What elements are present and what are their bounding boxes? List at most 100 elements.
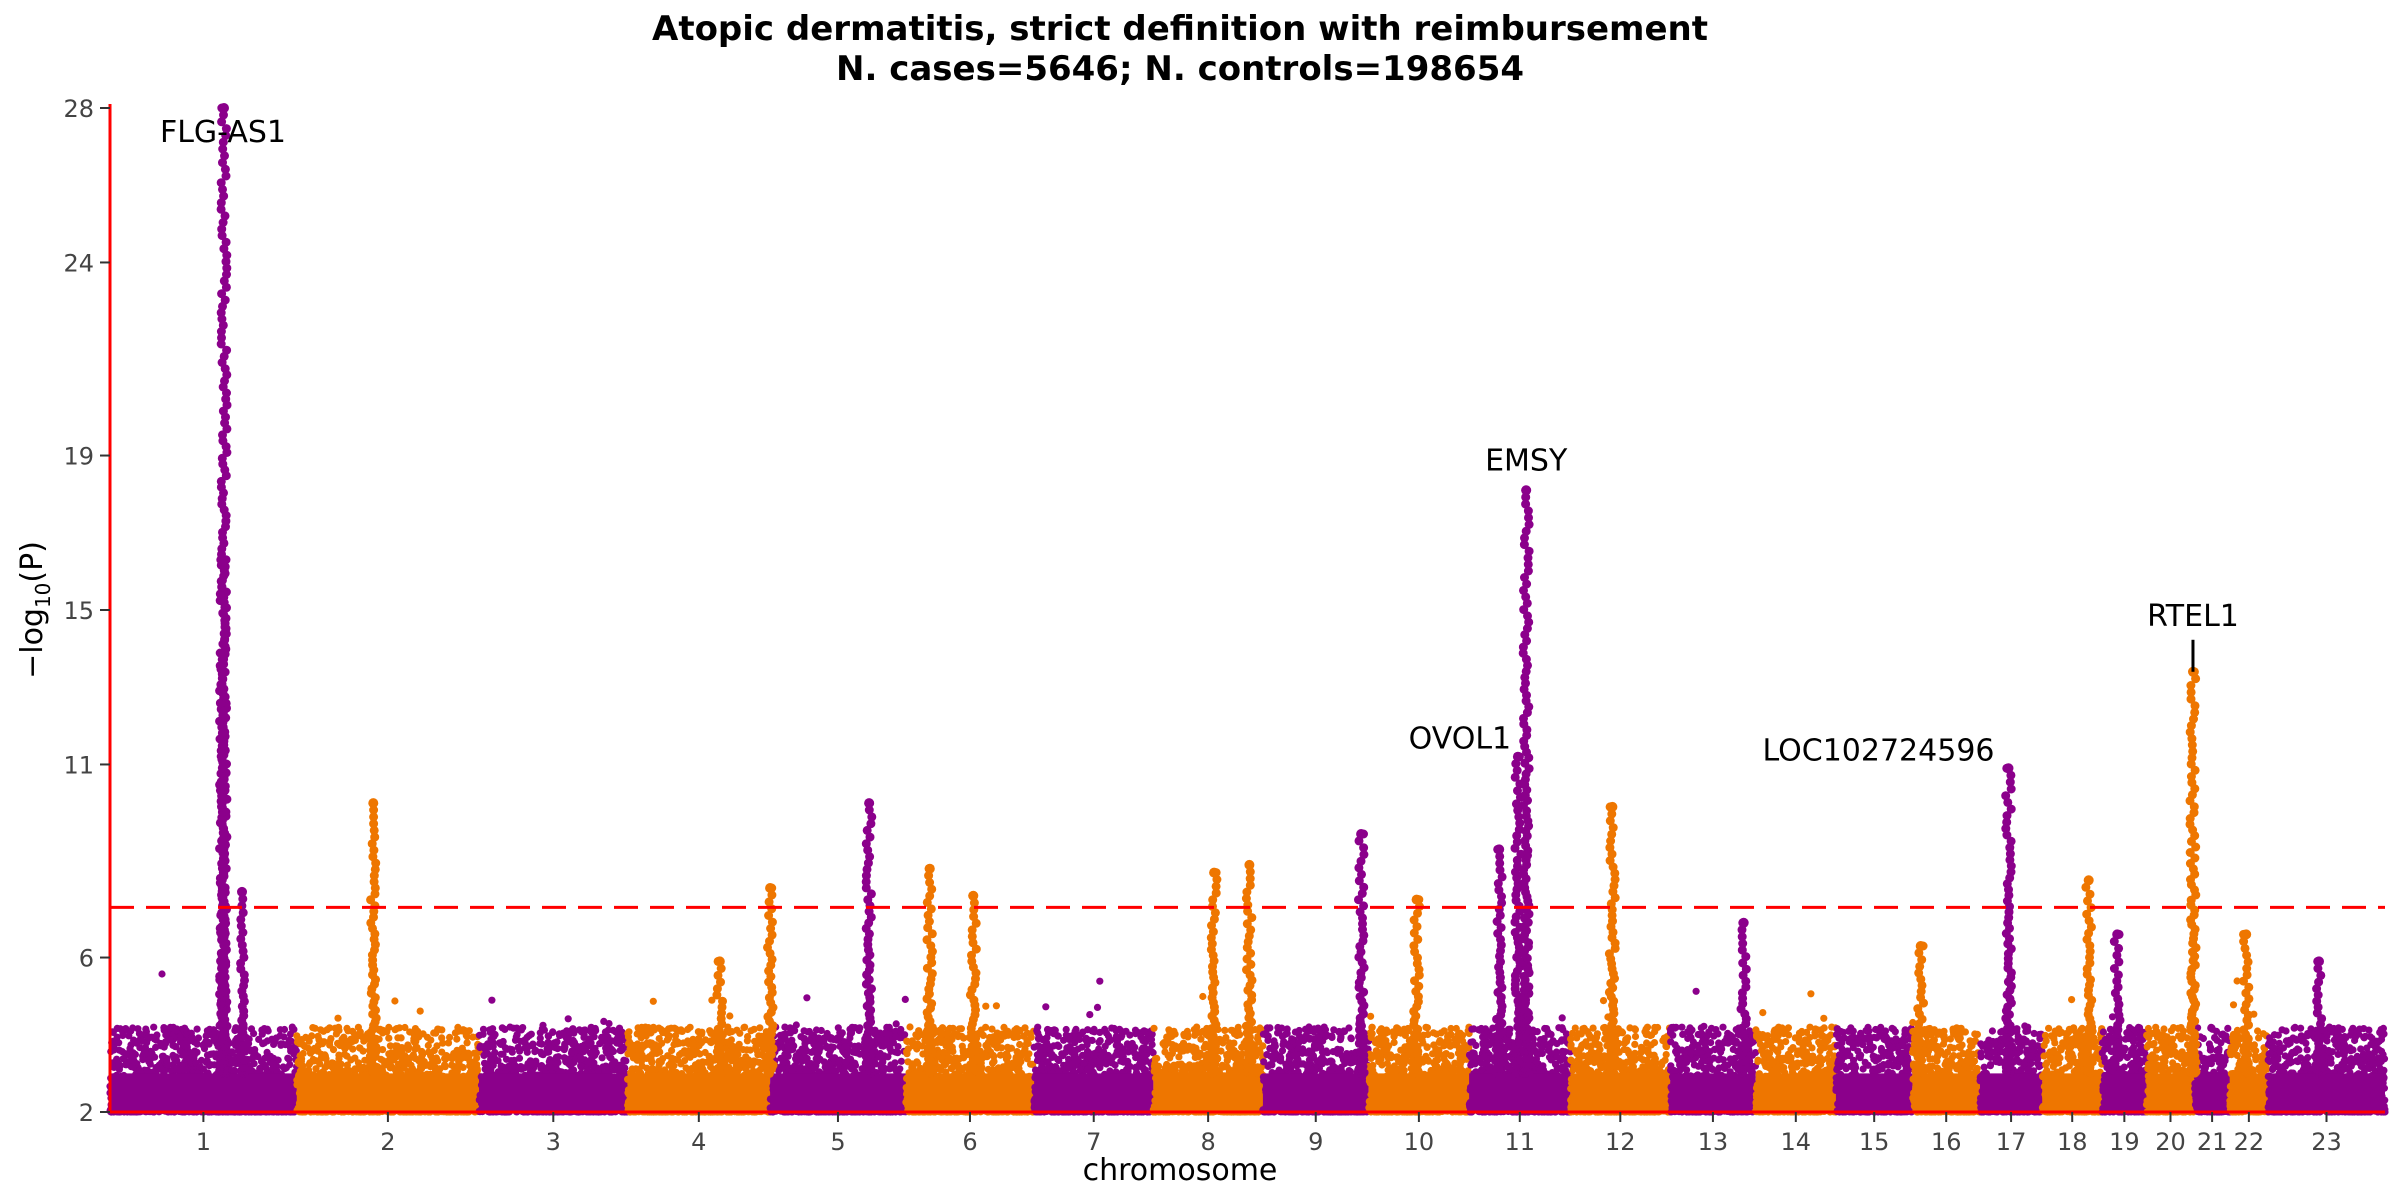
snp-point (286, 1061, 294, 1069)
snp-point (726, 1012, 734, 1020)
snp-point (316, 1060, 324, 1068)
chromosome-5-points (766, 994, 910, 1116)
snp-point (408, 1064, 416, 1073)
snp-point (696, 1050, 704, 1058)
snp-point (193, 1040, 201, 1048)
snp-point (288, 1023, 296, 1031)
snp-point (200, 1045, 209, 1053)
snp-point (260, 1025, 268, 1033)
snp-point (739, 1046, 747, 1054)
snp-point (394, 1034, 402, 1042)
snp-point (150, 1023, 158, 1031)
snp-point (633, 1052, 641, 1060)
snp-point (728, 1057, 736, 1065)
snp-point (577, 1062, 585, 1070)
snp-point (338, 1035, 346, 1043)
snp-point (628, 1065, 636, 1073)
snp-point (257, 1057, 266, 1065)
snp-point (179, 1066, 187, 1074)
snp-point (427, 1051, 435, 1059)
snp-point (746, 1046, 754, 1054)
snp-point (747, 1027, 755, 1035)
snp-point (392, 1066, 400, 1074)
snp-point (605, 1020, 613, 1028)
snp-point (538, 1040, 546, 1048)
snp-point (419, 1051, 427, 1059)
snp-point (488, 996, 496, 1004)
snp-point (560, 1054, 569, 1062)
snp-point (345, 1042, 353, 1050)
snp-point (750, 1059, 758, 1067)
snp-point (333, 1060, 341, 1069)
snp-point (122, 1025, 130, 1033)
snp-point (615, 1040, 624, 1048)
snp-point (404, 1041, 412, 1049)
snp-point (136, 1030, 144, 1038)
snp-point (378, 1027, 386, 1035)
snp-point (327, 1035, 335, 1043)
snp-point (536, 1029, 544, 1037)
snp-point (310, 1057, 318, 1065)
snp-point (329, 1046, 338, 1054)
snp-point (513, 1024, 521, 1032)
snp-point (271, 1035, 279, 1043)
snp-point (729, 1042, 737, 1050)
snp-point (549, 1028, 557, 1036)
snp-point (142, 1025, 150, 1033)
chromosome-4-points (624, 996, 774, 1116)
snp-point (412, 1037, 420, 1045)
snp-point (262, 1064, 270, 1072)
snp-point (638, 1062, 646, 1070)
dense-points-band (110, 1073, 297, 1112)
snp-point (413, 1043, 421, 1052)
snp-point (438, 1034, 446, 1042)
snp-point (756, 1024, 764, 1032)
snp-point (677, 1060, 685, 1068)
snp-point (602, 1044, 610, 1052)
snp-point (444, 1039, 453, 1047)
snp-point (453, 1035, 461, 1043)
snp-point (152, 1043, 160, 1051)
snp-point (280, 1025, 289, 1034)
snp-point (462, 1027, 470, 1035)
snp-point (144, 1033, 152, 1041)
snp-point (151, 1035, 159, 1043)
snp-point (741, 1023, 749, 1031)
snp-point (166, 1036, 174, 1044)
snp-point (559, 1044, 567, 1052)
snp-point (515, 1065, 523, 1073)
snp-point (113, 1033, 121, 1041)
snp-point (188, 1033, 196, 1041)
snp-point (659, 1029, 667, 1037)
snp-point (736, 1060, 745, 1068)
snp-point (680, 1047, 689, 1055)
snp-point (476, 1043, 484, 1052)
snp-point (655, 1057, 663, 1065)
snp-point (441, 1054, 449, 1063)
snp-point (181, 1024, 189, 1032)
snp-point (521, 1044, 529, 1052)
snp-point (601, 1028, 610, 1036)
snp-point (260, 1039, 268, 1047)
snp-point (315, 1036, 323, 1044)
snp-point (751, 1037, 759, 1045)
snp-point (661, 1066, 669, 1074)
snp-point (132, 1038, 140, 1046)
snp-point (732, 1066, 741, 1075)
snp-point (473, 1065, 481, 1073)
snp-point (615, 1061, 624, 1069)
snp-point (163, 1057, 171, 1065)
snp-point (279, 1063, 287, 1071)
snp-point (459, 1063, 467, 1072)
snp-point (434, 1057, 442, 1065)
snp-point (416, 1007, 424, 1015)
snp-point (672, 1036, 680, 1044)
snp-point (538, 1062, 546, 1070)
snp-point (658, 1039, 666, 1047)
snp-point (171, 1026, 179, 1034)
snp-point (670, 1062, 678, 1070)
snp-point (119, 1031, 127, 1040)
snp-point (128, 1053, 136, 1061)
snp-point (743, 1037, 752, 1045)
snp-point (269, 1060, 277, 1068)
